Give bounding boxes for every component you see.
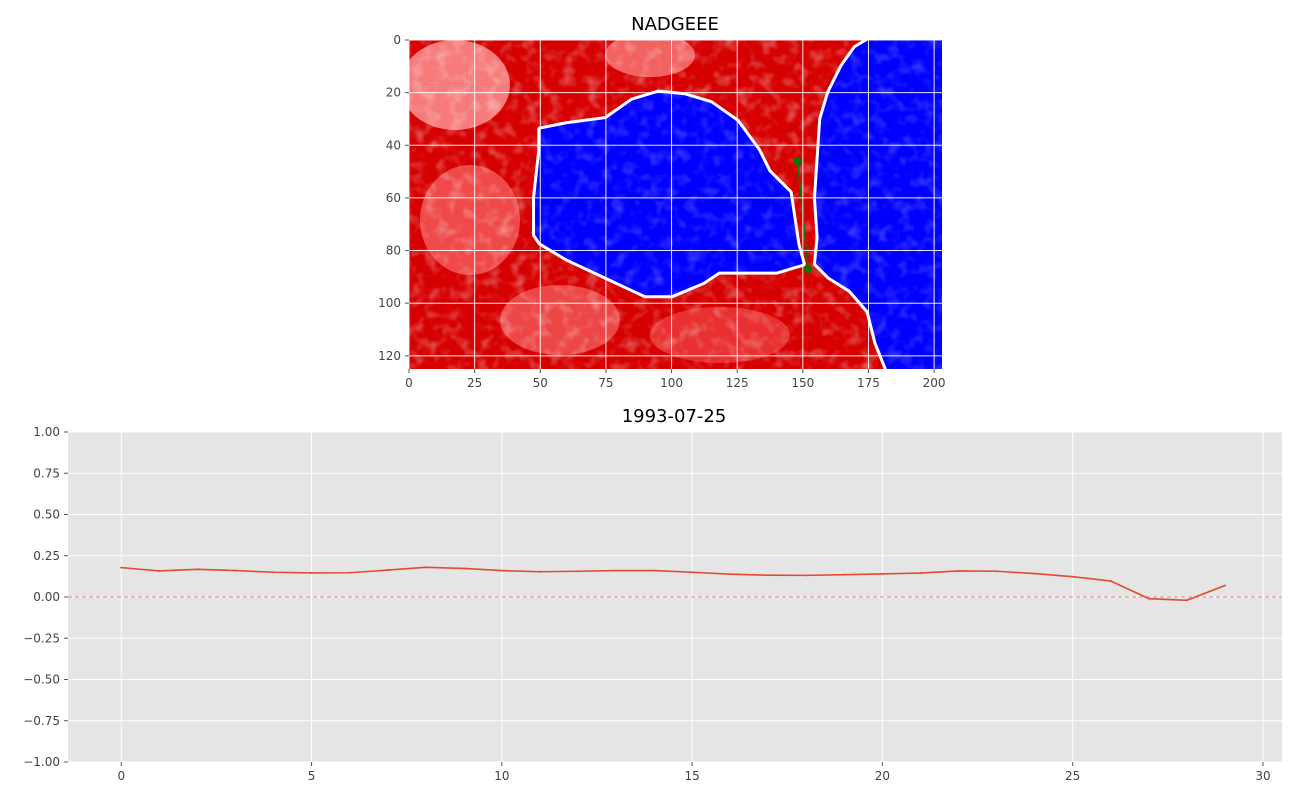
water-texture <box>535 92 803 296</box>
data-point <box>500 569 503 572</box>
data-point <box>386 569 389 572</box>
x-tick-label: 200 <box>923 376 946 390</box>
line-y-ticks: −1.00 −0.75 −0.50 −0.25 0.00 0.25 0.50 0.75 1.00 <box>23 425 68 769</box>
data-point <box>1033 572 1036 575</box>
image-title: NADGEEE <box>631 14 719 35</box>
y-tick-label: 120 <box>378 349 401 363</box>
data-point <box>615 569 618 572</box>
x-tick-label: 0 <box>405 376 413 390</box>
x-tick-label: 50 <box>533 376 548 390</box>
data-point <box>729 573 732 576</box>
line-x-ticks: 0 5 10 15 20 25 30 <box>117 762 1271 783</box>
x-tick-label: 5 <box>308 769 316 783</box>
y-tick-label: −0.50 <box>23 673 60 687</box>
water-texture <box>815 40 942 369</box>
data-point <box>234 569 237 572</box>
image-panel: NADGEEE 0 25 50 75 100 125 150 175 200 0 20 40 60 80… <box>378 14 945 390</box>
y-tick-label: 80 <box>386 244 401 258</box>
image-grid <box>408 39 942 369</box>
data-point <box>1147 597 1150 600</box>
data-point <box>462 567 465 570</box>
transect-endpoint <box>804 264 813 273</box>
water-regions <box>532 40 942 369</box>
data-point <box>1223 584 1226 587</box>
data-point <box>767 574 770 577</box>
data-point <box>196 568 199 571</box>
x-tick-label: 0 <box>117 769 125 783</box>
y-tick-label: 20 <box>386 86 401 100</box>
x-tick-label: 20 <box>875 769 890 783</box>
data-point <box>348 571 351 574</box>
y-tick-label: 0 <box>393 33 401 47</box>
data-point <box>995 570 998 573</box>
x-tick-label: 175 <box>857 376 880 390</box>
data-point <box>957 569 960 572</box>
data-point <box>805 574 808 577</box>
y-tick-label: 0.25 <box>33 549 60 563</box>
transect-endpoint <box>793 157 802 166</box>
y-tick-label: 0.00 <box>33 590 60 604</box>
image-content <box>409 40 942 369</box>
x-tick-label: 150 <box>791 376 814 390</box>
y-tick-label: 100 <box>378 296 401 310</box>
data-point <box>843 573 846 576</box>
y-tick-label: 60 <box>386 191 401 205</box>
data-point <box>538 570 541 573</box>
series-line <box>121 566 1226 602</box>
data-point <box>158 569 161 572</box>
line-chart-title: 1993-07-25 <box>622 406 727 427</box>
x-tick-label: 75 <box>598 376 613 390</box>
x-tick-label: 25 <box>1065 769 1080 783</box>
y-tick-label: 40 <box>386 138 401 152</box>
data-point <box>1109 579 1112 582</box>
data-point <box>576 570 579 573</box>
y-tick-label: 0.50 <box>33 508 60 522</box>
data-point <box>653 569 656 572</box>
x-tick-label: 25 <box>467 376 482 390</box>
x-tick-label: 15 <box>684 769 699 783</box>
y-tick-label: 1.00 <box>33 425 60 439</box>
data-point <box>310 571 313 574</box>
data-point <box>272 571 275 574</box>
data-point <box>919 572 922 575</box>
x-tick-label: 125 <box>726 376 749 390</box>
data-point <box>881 572 884 575</box>
x-tick-label: 30 <box>1255 769 1270 783</box>
x-tick-label: 100 <box>660 376 683 390</box>
data-point <box>424 566 427 569</box>
data-point <box>691 571 694 574</box>
data-point <box>1071 575 1074 578</box>
y-tick-label: −0.25 <box>23 631 60 645</box>
y-tick-label: −1.00 <box>23 755 60 769</box>
data-point <box>1185 599 1188 602</box>
series-points <box>120 566 1226 602</box>
data-point <box>120 566 123 569</box>
y-tick-label: 0.75 <box>33 466 60 480</box>
image-x-ticks: 0 25 50 75 100 125 150 175 200 <box>405 369 946 390</box>
y-tick-label: −0.75 <box>23 714 60 728</box>
line-panel: 1993-07-25 0 5 10 15 20 25 30 −1.00−0.75−0.50−… <box>23 406 1282 783</box>
image-y-ticks: 0 20 40 60 80 100 120 <box>378 33 409 363</box>
x-tick-label: 10 <box>494 769 509 783</box>
